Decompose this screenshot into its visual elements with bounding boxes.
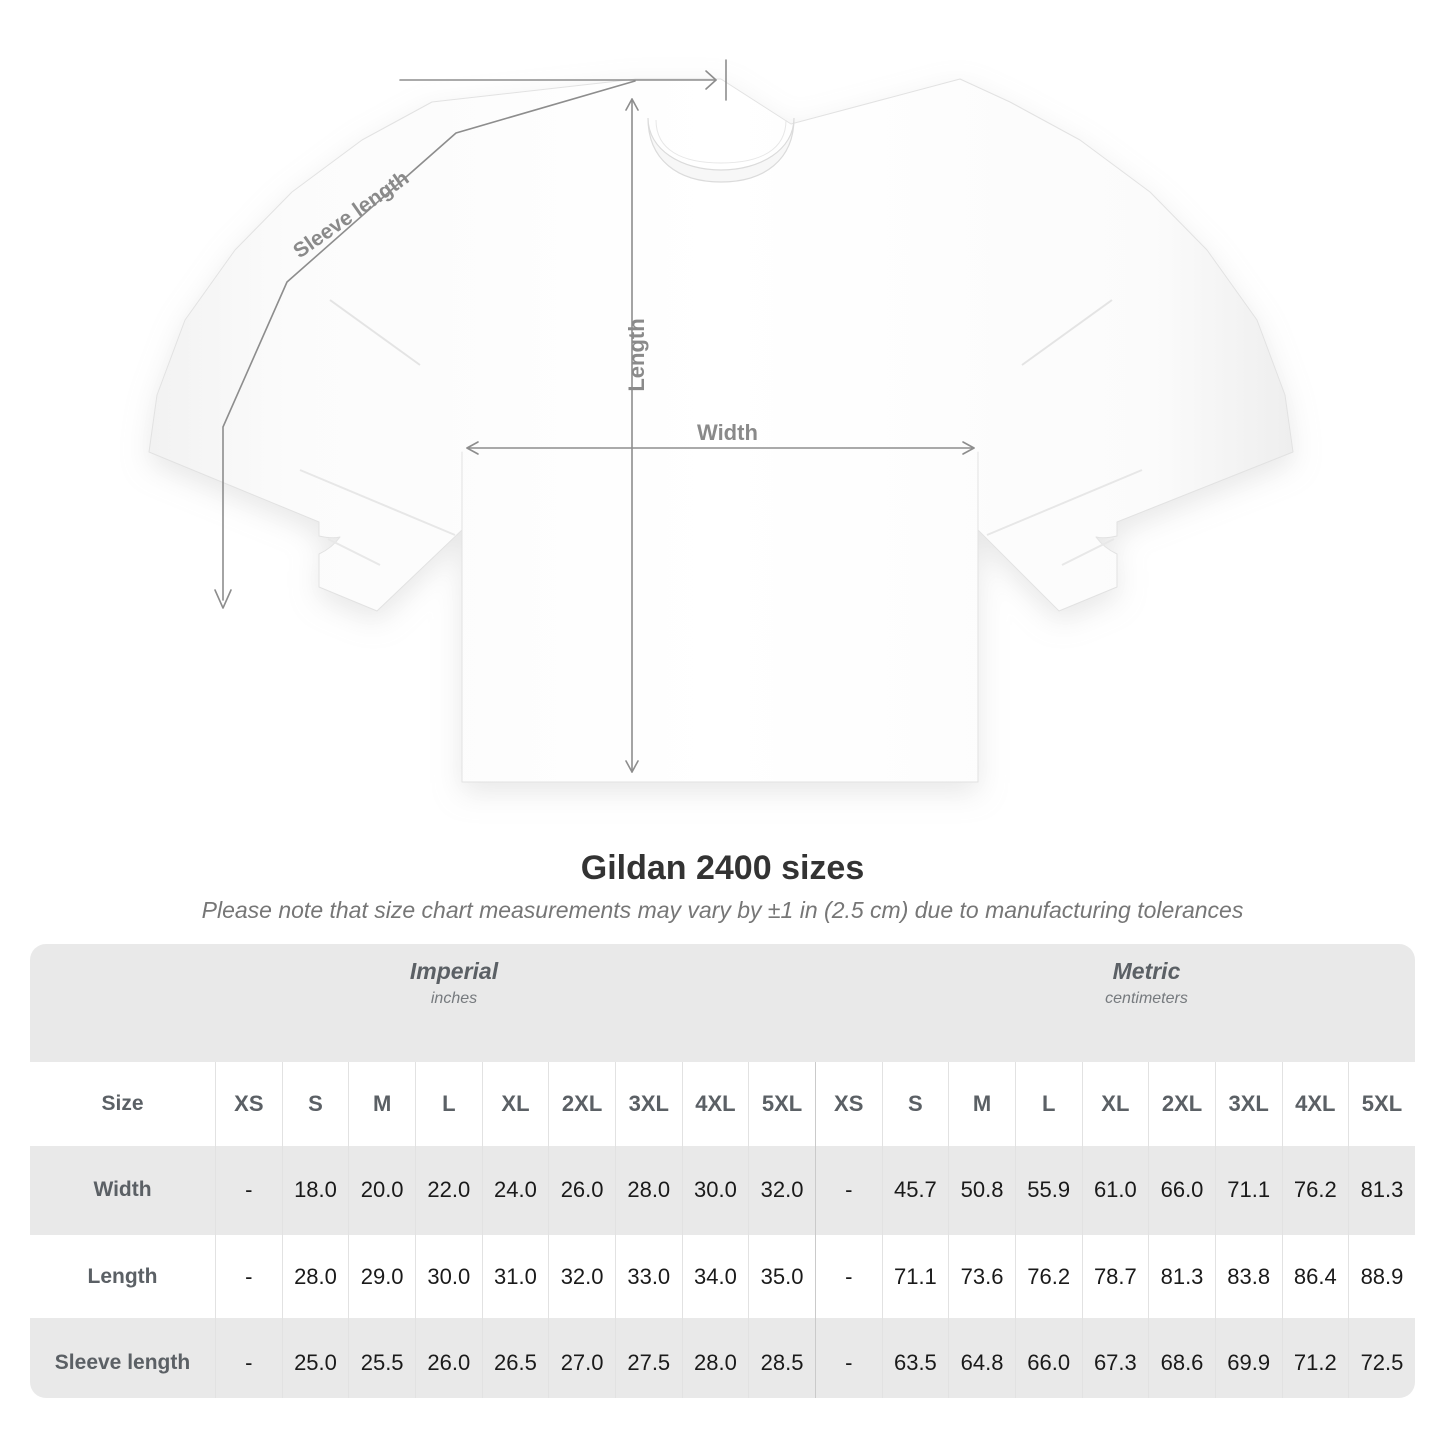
svg-text:Length: Length <box>624 318 649 391</box>
svg-text:Width: Width <box>697 420 758 445</box>
